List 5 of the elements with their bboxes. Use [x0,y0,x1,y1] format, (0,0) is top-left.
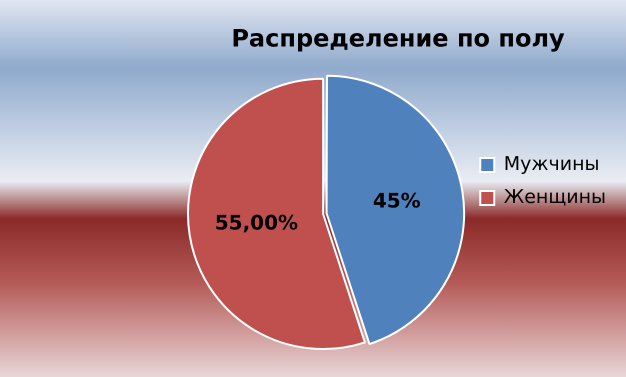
legend-label: Мужчины [504,152,600,175]
chart-title: Распределение по полу [231,24,566,53]
data-label: 45% [372,188,421,212]
legend-label: Женщины [504,186,606,208]
data-label: 55,00% [214,210,298,235]
